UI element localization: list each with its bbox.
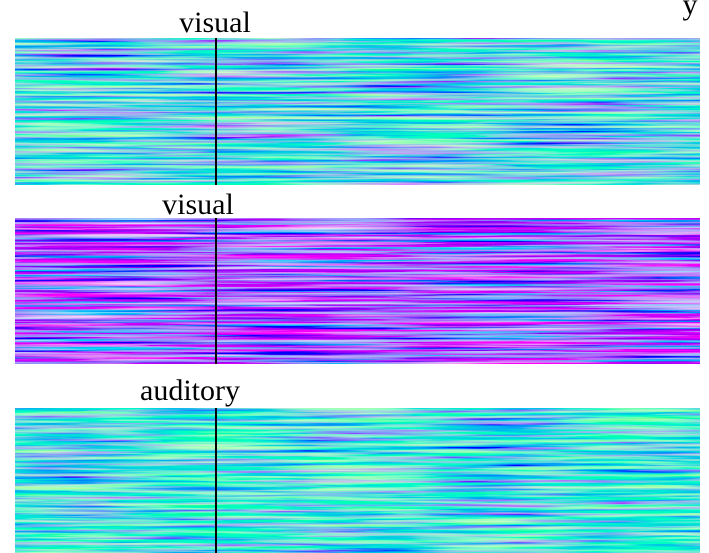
heatmap: [15, 408, 700, 553]
panel-label: visual: [179, 6, 251, 39]
heatmap: [15, 218, 700, 364]
panel-label: visual: [162, 188, 234, 221]
top-fragment: y: [683, 0, 698, 21]
panel-label: auditory: [140, 374, 240, 407]
heatmap: [15, 38, 700, 185]
figure: y visual visual auditory: [0, 0, 709, 553]
